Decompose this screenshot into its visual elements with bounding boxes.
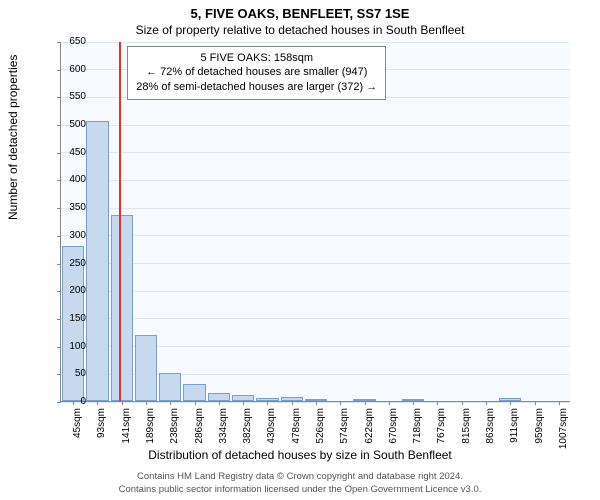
y-tick-label: 150	[56, 313, 86, 324]
x-tick-label: 1007sqm	[558, 408, 569, 458]
x-tick-label: 574sqm	[339, 408, 350, 458]
x-tick-label: 382sqm	[242, 408, 253, 458]
gridline	[61, 180, 570, 181]
x-tick-mark	[340, 401, 341, 405]
y-tick-label: 0	[56, 396, 86, 407]
y-tick-label: 500	[56, 119, 86, 130]
annotation-line: 28% of semi-detached houses are larger (…	[136, 80, 377, 95]
y-tick-label: 100	[56, 341, 86, 352]
y-tick-label: 400	[56, 174, 86, 185]
x-tick-label: 767sqm	[436, 408, 447, 458]
x-tick-label: 863sqm	[485, 408, 496, 458]
x-tick-mark	[510, 401, 511, 405]
footer-line-2: Contains public sector information licen…	[0, 484, 600, 496]
x-tick-label: 911sqm	[509, 408, 520, 458]
x-tick-mark	[316, 401, 317, 405]
reference-line	[119, 42, 121, 401]
x-tick-label: 478sqm	[291, 408, 302, 458]
gridline	[61, 125, 570, 126]
histogram-bar	[159, 373, 181, 401]
histogram-bar	[86, 121, 108, 401]
annotation-line: 5 FIVE OAKS: 158sqm	[136, 51, 377, 66]
x-tick-mark	[122, 401, 123, 405]
x-tick-mark	[413, 401, 414, 405]
y-tick-label: 50	[56, 368, 86, 379]
x-tick-label: 334sqm	[218, 408, 229, 458]
x-tick-label: 93sqm	[96, 408, 107, 458]
x-tick-mark	[437, 401, 438, 405]
page-subtitle: Size of property relative to detached ho…	[0, 21, 600, 41]
gridline	[61, 263, 570, 264]
x-tick-mark	[267, 401, 268, 405]
footer: Contains HM Land Registry data © Crown c…	[0, 471, 600, 496]
x-tick-label: 526sqm	[315, 408, 326, 458]
y-tick-label: 550	[56, 91, 86, 102]
chart-area: 5 FIVE OAKS: 158sqm← 72% of detached hou…	[60, 42, 570, 402]
x-tick-mark	[462, 401, 463, 405]
x-tick-label: 286sqm	[194, 408, 205, 458]
histogram-bar	[183, 384, 205, 401]
x-tick-label: 189sqm	[145, 408, 156, 458]
gridline	[61, 318, 570, 319]
x-tick-mark	[146, 401, 147, 405]
gridline	[61, 235, 570, 236]
y-tick-label: 450	[56, 147, 86, 158]
histogram-bar	[135, 335, 157, 401]
x-tick-mark	[559, 401, 560, 405]
chart-container: 5, FIVE OAKS, BENFLEET, SS7 1SE Size of …	[0, 0, 600, 500]
x-tick-mark	[243, 401, 244, 405]
x-tick-label: 718sqm	[412, 408, 423, 458]
annotation-box: 5 FIVE OAKS: 158sqm← 72% of detached hou…	[127, 46, 386, 101]
y-tick-label: 200	[56, 285, 86, 296]
x-tick-label: 670sqm	[388, 408, 399, 458]
y-axis-label: Number of detached properties	[6, 55, 20, 220]
x-tick-mark	[535, 401, 536, 405]
y-tick-label: 650	[56, 36, 86, 47]
x-tick-label: 959sqm	[534, 408, 545, 458]
y-tick-label: 600	[56, 64, 86, 75]
x-tick-mark	[292, 401, 293, 405]
annotation-line: ← 72% of detached houses are smaller (94…	[136, 65, 377, 80]
x-tick-mark	[389, 401, 390, 405]
gridline	[61, 42, 570, 43]
histogram-bar	[208, 393, 230, 401]
x-tick-mark	[97, 401, 98, 405]
x-tick-label: 238sqm	[169, 408, 180, 458]
x-tick-label: 815sqm	[461, 408, 472, 458]
x-tick-mark	[219, 401, 220, 405]
y-tick-label: 300	[56, 230, 86, 241]
x-tick-label: 45sqm	[72, 408, 83, 458]
x-tick-label: 141sqm	[121, 408, 132, 458]
plot-region: 5 FIVE OAKS: 158sqm← 72% of detached hou…	[60, 42, 570, 402]
gridline	[61, 291, 570, 292]
x-tick-label: 622sqm	[364, 408, 375, 458]
gridline	[61, 208, 570, 209]
x-tick-mark	[365, 401, 366, 405]
gridline	[61, 152, 570, 153]
x-tick-label: 430sqm	[266, 408, 277, 458]
x-tick-mark	[486, 401, 487, 405]
y-tick-label: 250	[56, 258, 86, 269]
x-tick-mark	[170, 401, 171, 405]
footer-line-1: Contains HM Land Registry data © Crown c…	[0, 471, 600, 483]
y-tick-label: 350	[56, 202, 86, 213]
x-tick-mark	[195, 401, 196, 405]
page-title: 5, FIVE OAKS, BENFLEET, SS7 1SE	[0, 0, 600, 21]
histogram-bar	[111, 215, 133, 401]
